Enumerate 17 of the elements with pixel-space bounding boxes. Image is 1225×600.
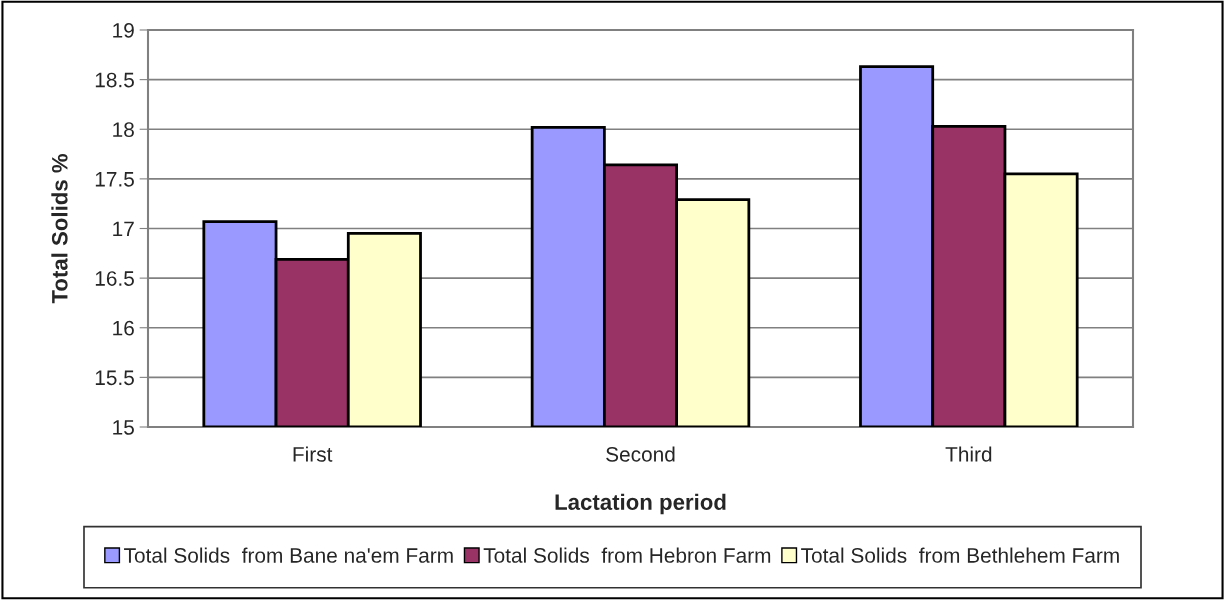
y-tick-label: 18: [113, 122, 134, 137]
x-axis-title: Lactation period: [555, 493, 726, 515]
legend-label: Total Solids from Hebron Farm: [483, 547, 771, 563]
legend-label: Total Solids from Bethlehem Farm: [801, 547, 1119, 563]
y-tick-label: 17: [113, 221, 134, 237]
x-tick-label: Third: [945, 446, 992, 462]
y-axis-title: Total Solids %: [51, 153, 68, 304]
y-tick-label: 16.5: [95, 271, 134, 286]
y-tick-label: 19: [113, 23, 134, 38]
y-tick-label: 18.5: [95, 72, 134, 88]
y-tick-label: 16: [113, 320, 134, 336]
legend-label: Total Solids from Bane na'em Farm: [124, 547, 453, 563]
y-tick-label: 17.5: [95, 172, 134, 187]
x-tick-label: Second: [606, 446, 675, 462]
y-tick-label: 15: [113, 420, 134, 435]
x-tick-label: First: [293, 446, 333, 462]
y-tick-label: 15.5: [95, 370, 134, 386]
